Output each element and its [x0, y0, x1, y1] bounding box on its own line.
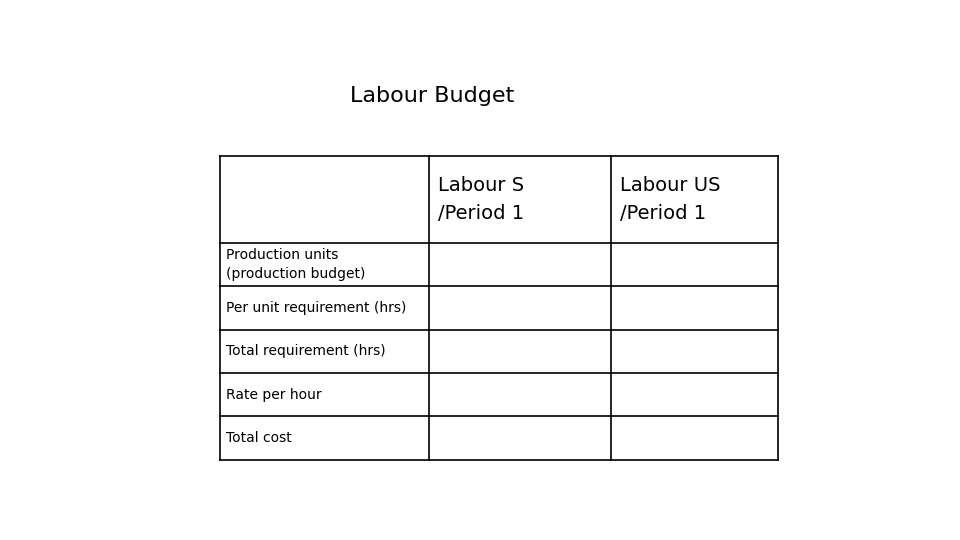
- Text: Production units
(production budget): Production units (production budget): [227, 248, 366, 281]
- Text: Per unit requirement (hrs): Per unit requirement (hrs): [227, 301, 407, 315]
- Text: Labour US
/Period 1: Labour US /Period 1: [620, 176, 720, 223]
- Text: Labour S
/Period 1: Labour S /Period 1: [438, 176, 524, 223]
- Text: Total requirement (hrs): Total requirement (hrs): [227, 345, 386, 359]
- Text: Labour Budget: Labour Budget: [350, 85, 515, 106]
- Text: Rate per hour: Rate per hour: [227, 388, 322, 402]
- Text: Total cost: Total cost: [227, 431, 292, 445]
